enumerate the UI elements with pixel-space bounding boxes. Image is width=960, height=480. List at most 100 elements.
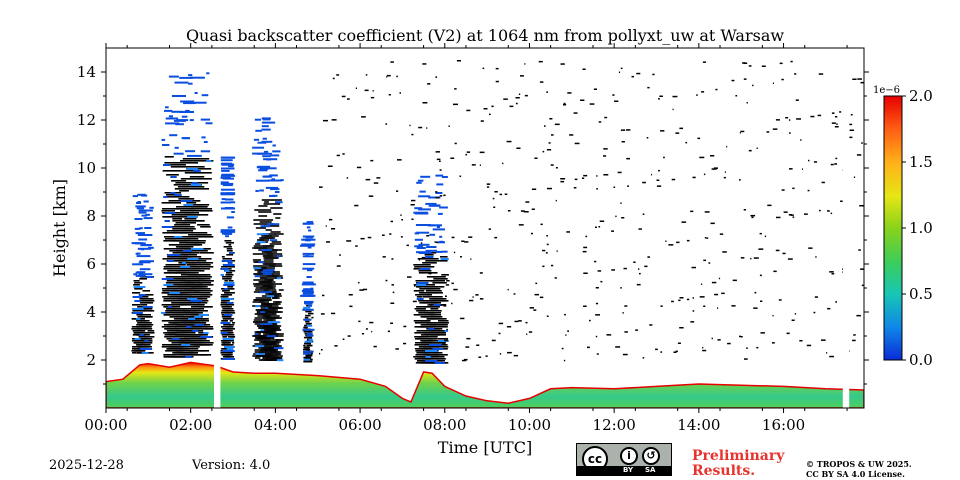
noise-dot — [790, 60, 793, 63]
cloud-streak — [420, 352, 432, 354]
noise-dot — [743, 62, 748, 64]
noise-dot — [692, 297, 694, 299]
cloud-streak — [258, 205, 268, 207]
aerosol-speckle — [165, 106, 169, 109]
cloud-streak — [170, 328, 200, 330]
aerosol-speckle — [271, 178, 275, 181]
aerosol-speckle — [261, 128, 271, 131]
aerosol-speckle — [302, 291, 314, 294]
noise-dot — [434, 241, 437, 243]
aerosol-speckle — [224, 207, 234, 209]
cloud-streak — [178, 262, 196, 264]
cloud-streak — [171, 214, 200, 216]
aerosol-speckle — [254, 333, 258, 336]
cloud-streak — [430, 324, 448, 326]
noise-dot — [386, 76, 388, 78]
aerosol-speckle — [258, 261, 264, 264]
noise-dot — [356, 166, 362, 169]
aerosol-speckle — [173, 152, 184, 155]
aerosol-speckle — [259, 167, 269, 170]
cloud-streak — [222, 278, 232, 280]
cloud-streak — [145, 300, 155, 302]
noise-dot — [495, 67, 499, 70]
noise-dot — [440, 304, 443, 306]
noise-dot — [466, 337, 471, 340]
aerosol-speckle — [171, 110, 184, 113]
cloud-streak — [182, 222, 196, 224]
aerosol-speckle — [274, 191, 280, 193]
noise-dot — [706, 237, 709, 239]
cloud-streak — [185, 198, 195, 200]
noise-dot — [849, 123, 853, 126]
cloud-streak — [255, 243, 261, 245]
cloud-streak — [254, 343, 270, 345]
cloud-streak — [270, 207, 283, 209]
noise-dot — [702, 346, 704, 349]
noise-dot — [528, 331, 533, 333]
noise-dot — [767, 204, 772, 207]
aerosol-speckle — [303, 352, 312, 355]
noise-dot — [807, 189, 810, 192]
aerosol-speckle — [302, 252, 315, 255]
noise-dot — [507, 351, 512, 354]
aerosol-speckle — [136, 202, 142, 204]
noise-dot — [739, 335, 741, 338]
cloud-streak — [179, 288, 206, 290]
noise-dot — [542, 265, 545, 268]
cloud-streak — [166, 230, 178, 232]
cloud-streak — [420, 324, 439, 326]
noise-dot — [587, 346, 590, 349]
y-tick-label: 4 — [86, 303, 96, 321]
aerosol-speckle — [190, 300, 203, 302]
cc-license-badge[interactable]: cc i ↺ BY SA — [576, 443, 672, 476]
cloud-streak — [138, 300, 150, 302]
aerosol-speckle — [139, 334, 144, 336]
cloud-column — [220, 156, 236, 360]
cloud-streak — [232, 342, 235, 344]
cloud-streak — [232, 322, 235, 324]
cloud-streak — [414, 266, 435, 268]
noise-dot — [759, 274, 762, 277]
noise-dot — [531, 188, 537, 190]
noise-dot — [390, 220, 393, 223]
noise-dot — [818, 73, 824, 75]
aerosol-speckle — [192, 330, 199, 332]
footer-version: Version: 4.0 — [192, 458, 271, 473]
cloud-streak — [225, 340, 234, 342]
noise-dot — [775, 249, 780, 252]
cloud-streak — [427, 354, 448, 356]
noise-dot — [492, 197, 495, 200]
cloud-column — [300, 221, 316, 363]
cloud-streak — [139, 298, 154, 300]
cloud-streak — [255, 227, 266, 229]
noise-dot — [382, 234, 385, 236]
cloud-streak — [161, 312, 183, 314]
cloud-streak — [226, 248, 233, 250]
aerosol-speckle — [304, 340, 313, 343]
noise-dot — [439, 160, 441, 162]
boundary-layer-area — [106, 361, 864, 408]
cloud-streak — [255, 305, 273, 307]
aerosol-speckle — [187, 216, 198, 218]
cloud-streak — [416, 358, 430, 360]
cloud-streak — [187, 270, 205, 272]
colorbar-ticks: 0.0 0.5 1.0 1.5 2.0 — [902, 87, 933, 369]
cloud-streak — [256, 275, 275, 277]
noise-dot — [451, 236, 455, 239]
cloud-streak — [221, 310, 229, 312]
data-gap — [214, 48, 221, 408]
noise-dot — [723, 176, 726, 179]
aerosol-speckle — [194, 92, 198, 94]
noise-dot — [524, 63, 526, 65]
aerosol-speckle — [427, 224, 435, 227]
aerosol-speckle — [262, 137, 267, 140]
aerosol-speckle — [201, 136, 206, 139]
aerosol-speckle — [416, 231, 430, 234]
noise-dot — [523, 211, 529, 213]
noise-dot — [403, 325, 407, 328]
noise-dot — [385, 123, 388, 125]
noise-dot — [835, 116, 838, 118]
aerosol-speckle — [419, 190, 426, 193]
cloud-streak — [254, 357, 261, 359]
